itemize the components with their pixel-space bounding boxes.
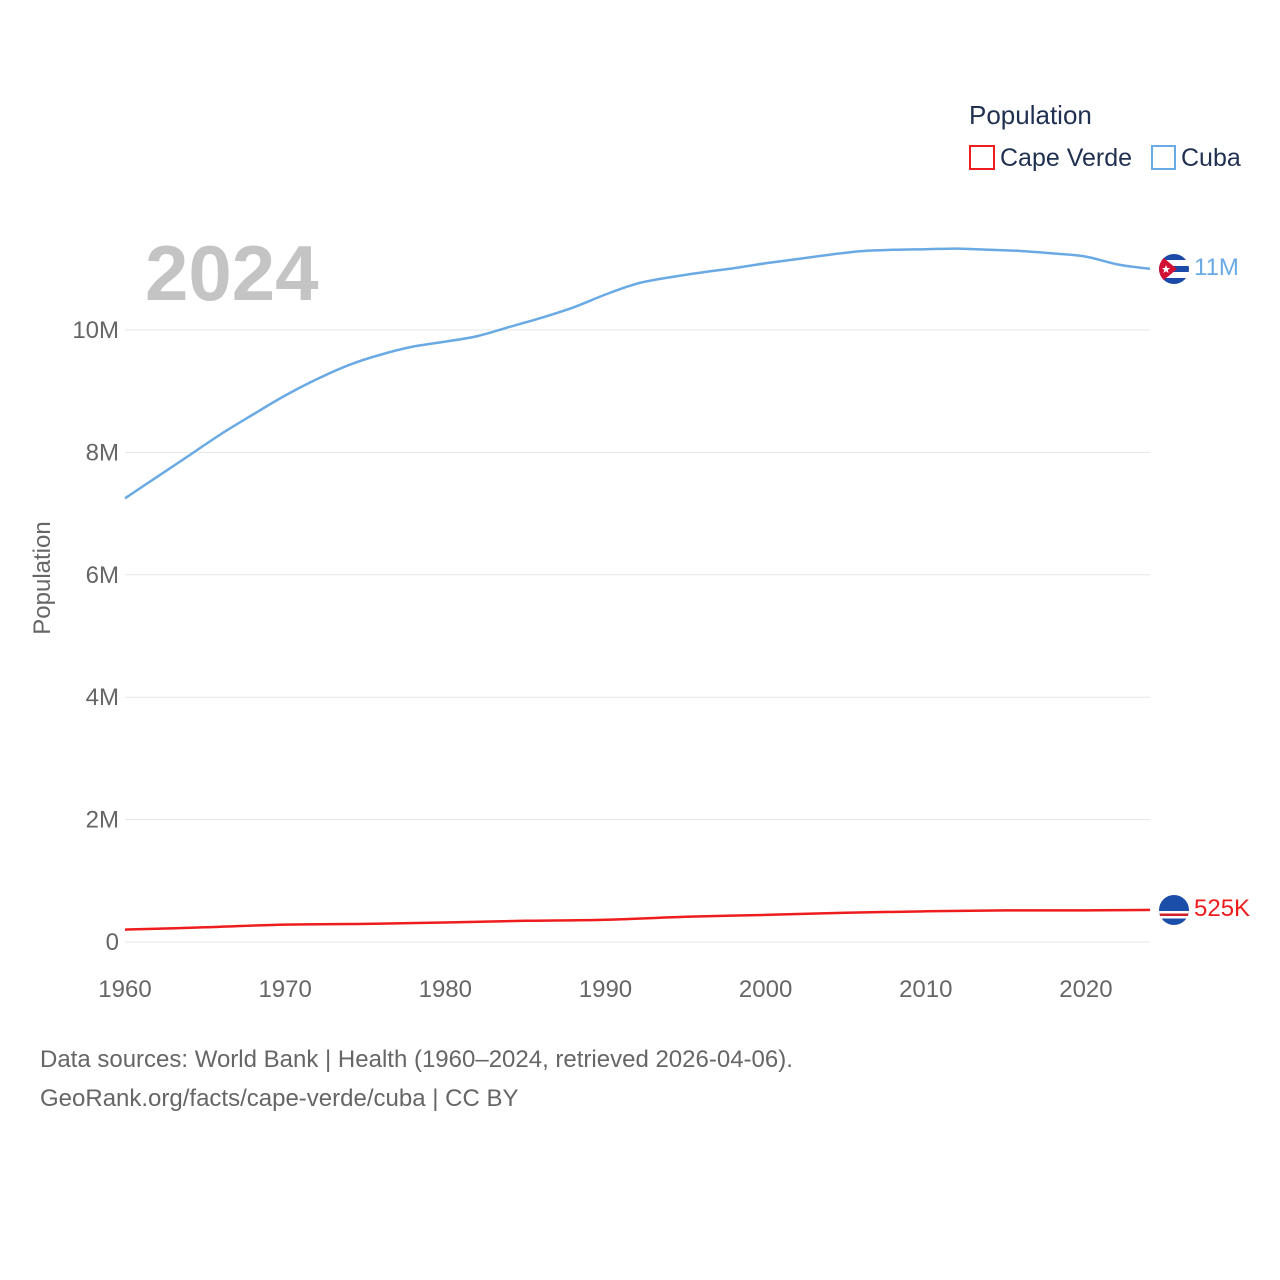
x-tick-label: 2020: [1059, 976, 1112, 1003]
x-axis-ticks: 1960 1970 1980 1990 2000 2010 2020: [98, 976, 1112, 1003]
y-axis-ticks: 0 2M 4M 6M 8M 10M: [72, 317, 119, 956]
cuba-end-value-label: 11M: [1194, 254, 1239, 281]
data-source-note: Data sources: World Bank | Health (1960–…: [40, 1046, 793, 1073]
y-tick-label: 2M: [86, 807, 119, 834]
legend-label-cape-verde: Cape Verde: [1000, 144, 1132, 172]
x-tick-label: 1960: [98, 976, 151, 1003]
series-line-cape-verde: [124, 908, 1151, 931]
grid-lines: [125, 329, 1150, 943]
legend-swatch-cape-verde: [969, 145, 995, 170]
series-line-cuba: [124, 247, 1151, 500]
y-tick-label: 0: [106, 929, 119, 956]
cape-verde-flag-icon: [1159, 895, 1189, 925]
series-layer: [124, 247, 1151, 931]
legend-item-cape-verde[interactable]: Cape Verde: [969, 144, 1132, 172]
x-tick-label: 1990: [579, 976, 632, 1003]
x-tick-label: 1970: [258, 976, 311, 1003]
y-tick-label: 8M: [86, 439, 119, 466]
legend-swatch-cuba: [1151, 145, 1176, 170]
y-axis-label: Population: [29, 521, 56, 634]
year-watermark: 2024: [145, 229, 319, 317]
x-tick-label: 2010: [899, 976, 952, 1003]
cape-verde-end-value-label: 525K: [1194, 895, 1250, 922]
y-tick-label: 6M: [86, 562, 119, 589]
x-tick-label: 2000: [739, 976, 792, 1003]
legend: Population Cape Verde Cuba: [969, 100, 1241, 172]
x-tick-label: 1980: [419, 976, 472, 1003]
legend-title: Population: [969, 100, 1092, 130]
cuba-flag-icon: [1159, 254, 1189, 284]
y-tick-label: 4M: [86, 684, 119, 711]
attribution-link[interactable]: GeoRank.org/facts/cape-verde/cuba | CC B…: [40, 1085, 519, 1112]
legend-item-cuba[interactable]: Cuba: [1151, 144, 1241, 172]
legend-label-cuba: Cuba: [1181, 144, 1241, 172]
y-tick-label: 10M: [72, 317, 119, 344]
